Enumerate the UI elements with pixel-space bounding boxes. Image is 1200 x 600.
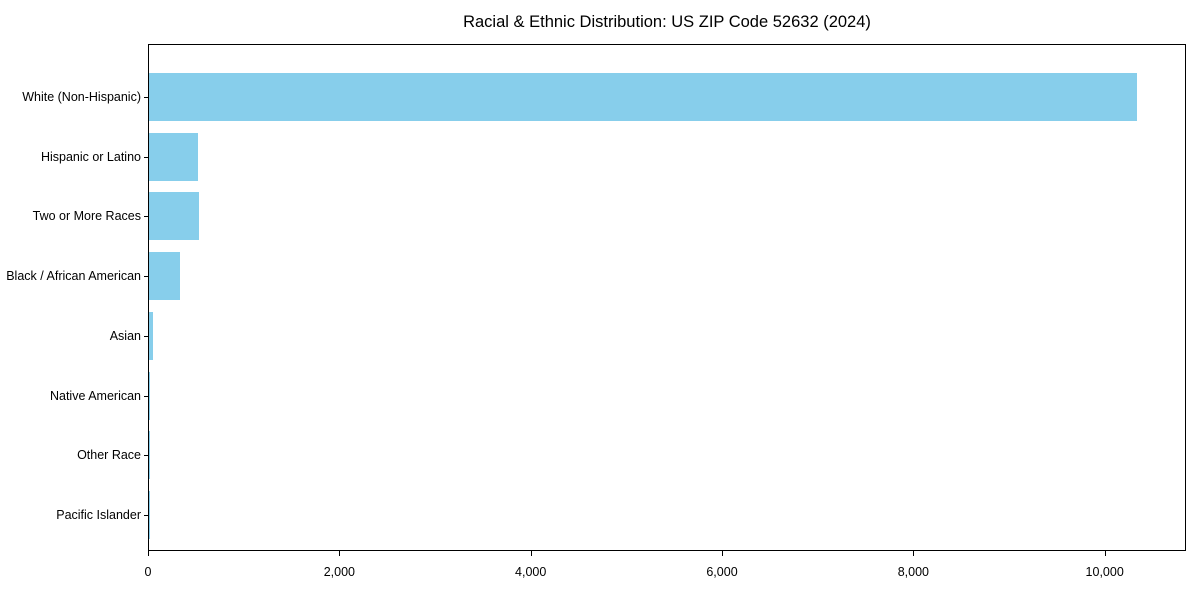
x-tick-mark bbox=[148, 551, 149, 556]
x-tick-label-2-000: 2,000 bbox=[323, 565, 355, 579]
y-tick-mark bbox=[144, 156, 148, 158]
x-tick-label-4-000: 4,000 bbox=[515, 565, 547, 579]
x-tick-label-10-000: 10,000 bbox=[1085, 565, 1124, 579]
y-tick-label-white-non-hispanic: White (Non-Hispanic) bbox=[22, 90, 141, 104]
y-tick-mark bbox=[144, 514, 148, 516]
y-tick-mark bbox=[144, 455, 148, 457]
y-tick-mark bbox=[144, 395, 148, 397]
chart-title: Racial & Ethnic Distribution: US ZIP Cod… bbox=[463, 13, 871, 31]
plot-area bbox=[148, 44, 1186, 551]
x-tick-label-8-000: 8,000 bbox=[897, 565, 929, 579]
bar-hispanic-or-latino bbox=[149, 132, 198, 181]
bar-black-african-american bbox=[149, 252, 180, 301]
y-tick-label-other-race: Other Race bbox=[77, 448, 141, 463]
bar-asian bbox=[149, 311, 154, 360]
x-tick-mark bbox=[1104, 551, 1106, 556]
y-tick-label-asian: Asian bbox=[109, 328, 141, 343]
x-tick-mark bbox=[530, 551, 532, 556]
x-tick-mark bbox=[913, 551, 915, 556]
y-tick-mark bbox=[144, 276, 148, 278]
bar-two-or-more-races bbox=[149, 192, 199, 241]
y-tick-mark bbox=[144, 335, 148, 337]
x-tick-label-0: 0 bbox=[144, 565, 152, 579]
y-tick-label-two-or-more-races: Two or More Races bbox=[32, 209, 141, 224]
y-tick-label-pacific-islander: Pacific Islander bbox=[56, 507, 141, 522]
y-tick-label-native-american: Native American bbox=[49, 388, 141, 403]
y-tick-label-black-african-american: Black / African American bbox=[6, 269, 141, 284]
bar-white-non-hispanic bbox=[149, 73, 1138, 121]
y-tick-mark bbox=[144, 97, 148, 98]
x-tick-mark bbox=[339, 551, 341, 556]
y-tick-mark bbox=[144, 216, 148, 218]
bar-native-american bbox=[149, 371, 150, 420]
x-tick-label-6-000: 6,000 bbox=[706, 565, 738, 579]
x-tick-mark bbox=[722, 551, 723, 556]
y-tick-label-hispanic-or-latino: Hispanic or Latino bbox=[40, 149, 141, 164]
bar-other-race bbox=[149, 431, 150, 480]
